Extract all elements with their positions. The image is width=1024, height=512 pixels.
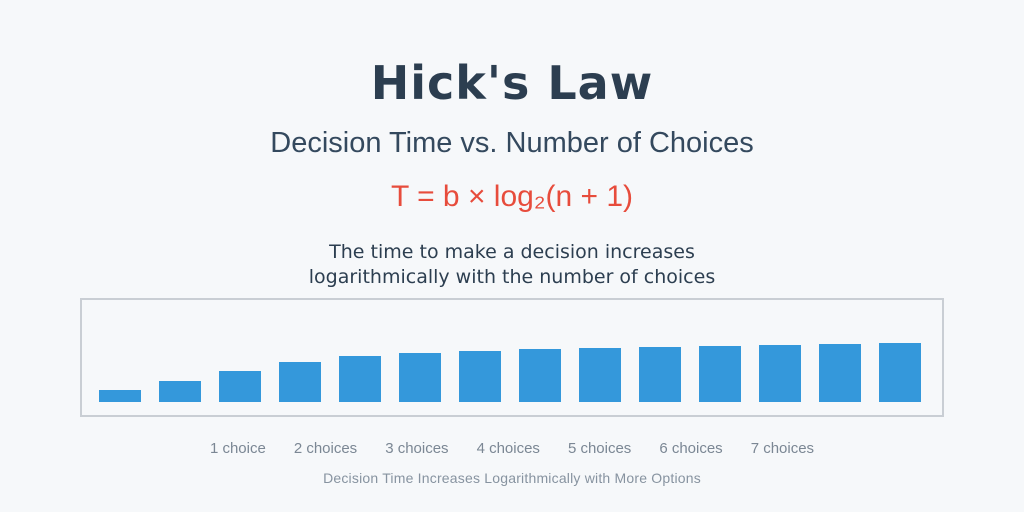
bar [219,371,261,402]
x-axis-labels: 1 choice 2 choices 3 choices 4 choices 5 cho… [0,440,1024,457]
x-axis-label: 7 choices [750,440,815,457]
bar [579,348,621,402]
bar [879,343,921,402]
page-title: Hick's Law [370,56,654,110]
hicks-law-formula: T = b × log₂(n + 1) [390,180,634,213]
bar [99,390,141,402]
description-text: The time to make a decision increases lo… [308,241,716,288]
chart-subtitle: Decision Time vs. Number of Choices [270,127,754,159]
bar [519,349,561,402]
x-axis-label: 1 choice [209,440,266,457]
bar-chart [99,343,921,402]
bar [639,347,681,402]
bar [459,351,501,402]
x-axis-label: 4 choices [476,440,540,457]
bar [279,362,321,402]
bar-chart-frame [80,298,944,417]
bar [159,381,201,402]
x-axis-label: 5 choices [567,440,632,457]
bar [819,344,861,402]
x-axis-label: 6 choices [659,440,723,457]
bar [339,356,381,402]
chart-caption: Decision Time Increases Logarithmically … [323,470,701,486]
x-axis-label: 3 choices [385,440,449,457]
x-axis-label: 2 choices [293,440,358,457]
bar [399,353,441,402]
bar [699,346,741,402]
bar [759,345,801,402]
